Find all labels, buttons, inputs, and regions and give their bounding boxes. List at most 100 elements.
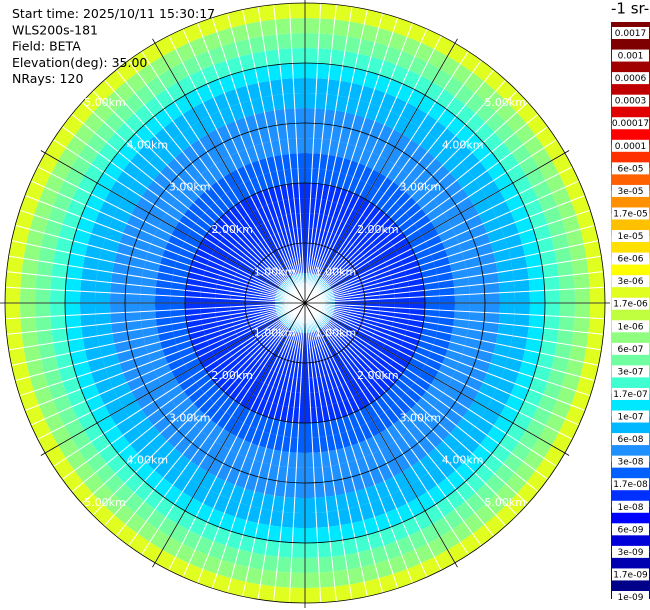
cell (386, 129, 403, 148)
cell (395, 243, 412, 256)
cell (337, 385, 348, 402)
cell (454, 84, 475, 105)
cell (229, 250, 245, 263)
cell (284, 329, 293, 345)
cell (262, 284, 278, 293)
cell (331, 371, 342, 388)
cell (434, 220, 453, 235)
cell (274, 268, 287, 281)
colorbar-label: 3e-09 (618, 548, 644, 558)
cell (357, 391, 371, 407)
cell (193, 196, 210, 213)
cell (395, 134, 412, 153)
cell (124, 472, 145, 493)
cell (140, 285, 156, 296)
ray-separator (53, 139, 306, 304)
cell (240, 333, 255, 344)
cell (326, 357, 336, 374)
cell (378, 13, 398, 32)
cell (284, 261, 293, 277)
cell (347, 314, 363, 322)
cell (328, 201, 338, 218)
cell (495, 333, 513, 347)
cell (341, 207, 353, 223)
cell (99, 343, 117, 358)
cell (361, 221, 376, 237)
ray-separator (226, 13, 306, 304)
colorbar-label: 6e-06 (618, 255, 644, 265)
cell (246, 287, 262, 294)
cell (104, 473, 125, 494)
cell (315, 260, 324, 276)
cell (366, 152, 380, 170)
cell (338, 331, 352, 344)
cell (281, 360, 290, 376)
cell (442, 154, 462, 173)
cell (551, 233, 570, 250)
cell (117, 198, 137, 215)
cell (115, 463, 136, 484)
cell (399, 414, 416, 432)
cell (37, 153, 59, 174)
cell (445, 135, 465, 155)
cell (252, 363, 265, 379)
ray-separator (304, 302, 399, 589)
cell (326, 323, 339, 335)
cell (91, 153, 111, 173)
cell (437, 128, 456, 147)
colorbar-label: 6e-07 (618, 345, 644, 355)
cell (331, 554, 348, 572)
cell (62, 377, 81, 395)
cell (272, 388, 282, 405)
cell (52, 193, 73, 212)
cell (188, 229, 205, 243)
cell (410, 442, 428, 461)
cell (229, 384, 244, 401)
cell (402, 121, 420, 140)
cell (485, 112, 506, 133)
cell (342, 537, 359, 555)
cell (204, 383, 221, 399)
cell (174, 491, 193, 511)
cell (254, 347, 268, 362)
cell (504, 233, 523, 249)
cell (141, 425, 161, 444)
cell (166, 206, 184, 222)
cell (95, 281, 112, 293)
cell (171, 228, 189, 242)
cell (351, 68, 368, 86)
cell (209, 202, 225, 219)
cell (439, 295, 455, 303)
cell (24, 180, 45, 201)
cell (405, 202, 422, 219)
colorbar-tick (612, 252, 649, 265)
ray-separator (304, 69, 495, 304)
cell (184, 235, 202, 249)
cell (156, 440, 175, 460)
cell (547, 368, 566, 387)
cell (323, 343, 333, 358)
cell (328, 64, 343, 81)
cell (342, 325, 357, 336)
cell (288, 331, 296, 346)
header-value: BETA (49, 38, 81, 53)
ray-separator (304, 302, 548, 480)
cell (148, 433, 168, 452)
cell (379, 303, 395, 308)
cell (363, 246, 378, 259)
cell (167, 158, 185, 176)
spoke (152, 38, 306, 304)
cell (251, 273, 267, 283)
cell (495, 259, 513, 273)
cell (51, 328, 68, 343)
cell (104, 190, 124, 208)
cell (336, 260, 350, 273)
cell (216, 352, 233, 365)
cell (191, 157, 209, 175)
cell (26, 359, 45, 377)
cell (44, 412, 65, 433)
cell (348, 412, 360, 430)
cell (491, 444, 512, 464)
ray-separator (304, 302, 413, 584)
cell (277, 200, 287, 217)
